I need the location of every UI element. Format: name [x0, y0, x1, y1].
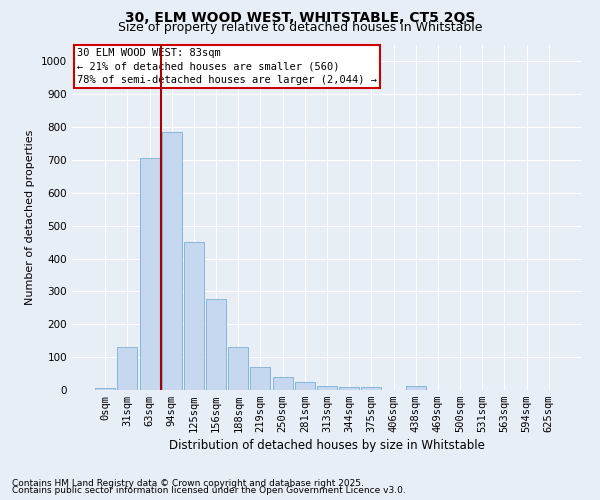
Text: Contains HM Land Registry data © Crown copyright and database right 2025.: Contains HM Land Registry data © Crown c…	[12, 478, 364, 488]
Text: 30, ELM WOOD WEST, WHITSTABLE, CT5 2QS: 30, ELM WOOD WEST, WHITSTABLE, CT5 2QS	[125, 11, 475, 25]
Text: Contains public sector information licensed under the Open Government Licence v3: Contains public sector information licen…	[12, 486, 406, 495]
Bar	[162, 132, 182, 390]
Bar	[317, 386, 337, 390]
Bar	[361, 386, 382, 390]
Bar	[406, 386, 426, 390]
X-axis label: Distribution of detached houses by size in Whitstable: Distribution of detached houses by size …	[169, 440, 485, 452]
Bar	[95, 388, 115, 390]
Bar	[228, 348, 248, 390]
Bar	[118, 348, 137, 390]
Text: Size of property relative to detached houses in Whitstable: Size of property relative to detached ho…	[118, 22, 482, 35]
Bar	[272, 377, 293, 390]
Bar	[339, 386, 359, 390]
Y-axis label: Number of detached properties: Number of detached properties	[25, 130, 35, 305]
Bar	[295, 382, 315, 390]
Bar	[250, 367, 271, 390]
Bar	[206, 298, 226, 390]
Text: 30 ELM WOOD WEST: 83sqm
← 21% of detached houses are smaller (560)
78% of semi-d: 30 ELM WOOD WEST: 83sqm ← 21% of detache…	[77, 48, 377, 85]
Bar	[140, 158, 160, 390]
Bar	[184, 242, 204, 390]
